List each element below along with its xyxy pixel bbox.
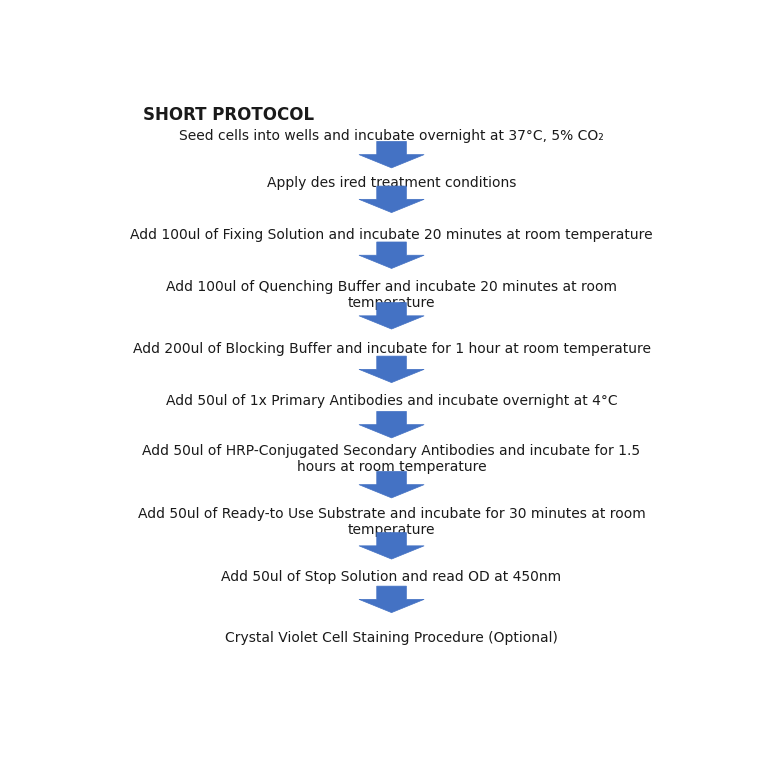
Text: Add 200ul of Blocking Buffer and incubate for 1 hour at room temperature: Add 200ul of Blocking Buffer and incubat… (132, 342, 651, 356)
Text: Add 50ul of 1x Primary Antibodies and incubate overnight at 4°C: Add 50ul of 1x Primary Antibodies and in… (166, 394, 617, 408)
Text: Seed cells into wells and incubate overnight at 37°C, 5% CO₂: Seed cells into wells and incubate overn… (180, 129, 604, 143)
Text: Crystal Violet Cell Staining Procedure (Optional): Crystal Violet Cell Staining Procedure (… (225, 630, 558, 645)
Polygon shape (359, 141, 424, 168)
Polygon shape (359, 586, 424, 613)
Text: Add 100ul of Fixing Solution and incubate 20 minutes at room temperature: Add 100ul of Fixing Solution and incubat… (130, 228, 653, 242)
Text: Add 50ul of Stop Solution and read OD at 450nm: Add 50ul of Stop Solution and read OD at… (222, 570, 562, 584)
Polygon shape (359, 411, 424, 438)
Text: Apply des ired treatment conditions: Apply des ired treatment conditions (267, 176, 516, 190)
Text: Add 100ul of Quenching Buffer and incubate 20 minutes at room
temperature: Add 100ul of Quenching Buffer and incuba… (166, 280, 617, 309)
Text: SHORT PROTOCOL: SHORT PROTOCOL (143, 106, 314, 125)
Text: Add 50ul of Ready-to Use Substrate and incubate for 30 minutes at room
temperatu: Add 50ul of Ready-to Use Substrate and i… (138, 507, 646, 537)
Polygon shape (359, 356, 424, 383)
Polygon shape (359, 186, 424, 212)
Polygon shape (359, 242, 424, 268)
Polygon shape (359, 533, 424, 559)
Polygon shape (359, 471, 424, 498)
Polygon shape (359, 303, 424, 329)
Text: Add 50ul of HRP-Conjugated Secondary Antibodies and incubate for 1.5
hours at ro: Add 50ul of HRP-Conjugated Secondary Ant… (143, 444, 640, 474)
